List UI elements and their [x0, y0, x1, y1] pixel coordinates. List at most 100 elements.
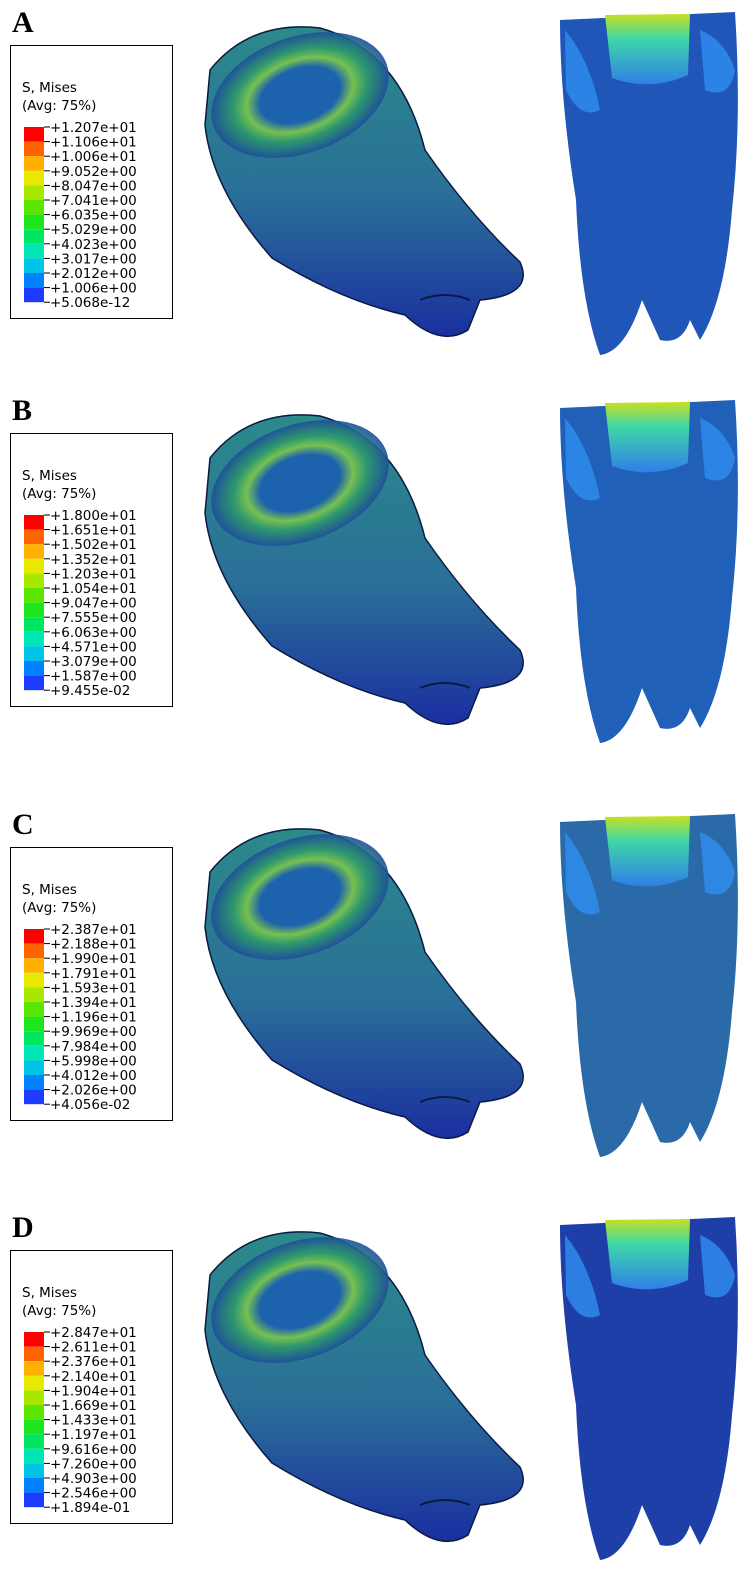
legend-tick-label: +1.593e+01: [50, 980, 137, 996]
legend-title: S, Mises: [22, 1285, 77, 1301]
color-band: [24, 588, 44, 603]
legend-tick-label: +1.894e-01: [50, 1500, 130, 1516]
color-band: [24, 987, 44, 1002]
panel-label: D: [12, 1211, 34, 1244]
tooth-section: [560, 814, 738, 1157]
legend-tick-label: +7.041e+00: [50, 193, 137, 209]
legend-tick-label: +1.669e+01: [50, 1398, 137, 1414]
color-band: [24, 156, 44, 171]
legend-tick-label: +1.207e+01: [50, 120, 137, 136]
legend-tick-label: +1.791e+01: [50, 966, 137, 982]
tooth-root-gap: [419, 1096, 471, 1103]
color-band: [24, 515, 44, 530]
legend-tick-label: +4.012e+00: [50, 1068, 137, 1084]
color-band: [24, 1448, 44, 1464]
legend-tick-label: +4.903e+00: [50, 1471, 137, 1487]
panel: DS, Mises(Avg: 75%)+2.847e+01+2.611e+01+…: [10, 1211, 738, 1560]
color-band: [24, 544, 44, 559]
panel-label: B: [12, 394, 32, 427]
color-band: [24, 1016, 44, 1032]
legend-tick-label: +1.394e+01: [50, 995, 137, 1011]
legend-tick-label: +1.587e+00: [50, 669, 137, 685]
legend-tick-label: +2.188e+01: [50, 937, 137, 953]
color-band: [24, 127, 44, 142]
panel-label: A: [12, 6, 34, 39]
color-band: [24, 958, 44, 973]
legend-tick-label: +2.847e+01: [50, 1325, 137, 1341]
legend-tick-label: +1.990e+01: [50, 951, 137, 967]
color-band: [24, 1060, 44, 1075]
legend-tick-label: +2.012e+00: [50, 266, 137, 282]
legend-tick-label: +5.029e+00: [50, 222, 137, 238]
legend-title: S, Mises: [22, 468, 77, 484]
stress-patch: [700, 30, 735, 93]
legend-tick-label: +7.984e+00: [50, 1039, 137, 1055]
legend-tick-label: +6.035e+00: [50, 208, 137, 224]
legend-tick-label: +2.376e+01: [50, 1354, 137, 1370]
color-band: [24, 573, 44, 588]
color-band: [24, 185, 44, 200]
legend-tick-label: +6.063e+00: [50, 625, 137, 641]
legend-tick-label: +1.106e+01: [50, 135, 137, 151]
stress-patch: [700, 418, 735, 481]
legend-tick-label: +1.006e+00: [50, 281, 137, 297]
legend-tick-label: +1.502e+01: [50, 537, 137, 553]
color-band: [24, 675, 44, 691]
tooth-section: [560, 1217, 738, 1560]
color-band: [24, 558, 44, 574]
tooth-cavity: [605, 816, 690, 887]
legend-tick-label: +4.056e-02: [50, 1097, 130, 1113]
color-band: [24, 200, 44, 215]
legend-subtitle: (Avg: 75%): [22, 98, 96, 114]
legend-tick-label: +4.023e+00: [50, 237, 137, 253]
color-band: [24, 1346, 44, 1362]
legend-tick-label: +5.068e-12: [50, 295, 130, 311]
tooth-cavity: [605, 402, 690, 473]
color-band: [24, 1492, 44, 1508]
stress-patch: [565, 832, 600, 915]
tooth-crown: [211, 834, 389, 960]
color-band: [24, 972, 44, 988]
legend-tick-label: +3.079e+00: [50, 654, 137, 670]
color-band: [24, 1478, 44, 1493]
legend-tick-label: +1.006e+01: [50, 149, 137, 165]
color-band: [24, 229, 44, 244]
tooth-cavity: [605, 1219, 690, 1290]
color-band: [24, 170, 44, 186]
stress-patch: [700, 832, 735, 895]
color-band: [24, 929, 44, 944]
color-band: [24, 1089, 44, 1105]
stress-patch: [565, 1235, 600, 1318]
legend-tick-label: +2.026e+00: [50, 1083, 137, 1099]
legend-tick-label: +2.611e+01: [50, 1340, 137, 1356]
color-band: [24, 258, 44, 273]
legend-tick-label: +5.998e+00: [50, 1053, 137, 1069]
legend-tick-label: +7.555e+00: [50, 610, 137, 626]
stress-patch: [700, 1235, 735, 1298]
legend-tick-label: +9.455e-02: [50, 683, 130, 699]
tooth-crown: [211, 420, 389, 546]
legend-tick-label: +8.047e+00: [50, 178, 137, 194]
color-band: [24, 646, 44, 661]
tooth-section: [560, 12, 738, 355]
color-band: [24, 617, 44, 632]
color-band: [24, 602, 44, 618]
tooth-root-gap: [419, 294, 471, 301]
color-band: [24, 1075, 44, 1090]
legend-tick-label: +4.571e+00: [50, 639, 137, 655]
legend-tick-label: +1.904e+01: [50, 1383, 137, 1399]
panel: AS, Mises(Avg: 75%)+1.207e+01+1.106e+01+…: [10, 6, 738, 355]
legend-tick-label: +9.047e+00: [50, 596, 137, 612]
legend-tick-label: +2.140e+01: [50, 1369, 137, 1385]
panel: BS, Mises(Avg: 75%)+1.800e+01+1.651e+01+…: [10, 394, 738, 743]
legend-tick-label: +2.546e+00: [50, 1486, 137, 1502]
tooth-root-gap: [419, 1499, 471, 1506]
color-band: [24, 529, 44, 545]
color-band: [24, 243, 44, 259]
stress-patch: [565, 418, 600, 501]
legend-tick-label: +9.616e+00: [50, 1442, 137, 1458]
tooth-crown: [211, 32, 389, 158]
color-band: [24, 943, 44, 959]
legend-title: S, Mises: [22, 882, 77, 898]
